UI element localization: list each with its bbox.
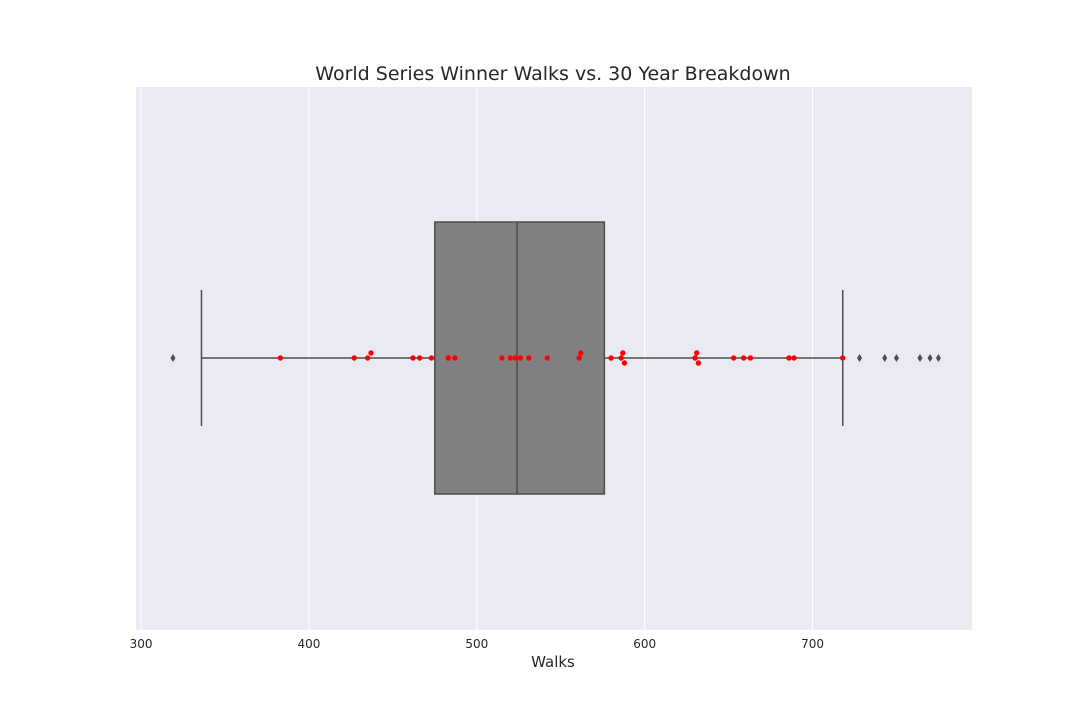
data-point-1 <box>351 355 357 361</box>
data-point-18 <box>618 355 624 361</box>
data-point-8 <box>452 355 458 361</box>
outlier-5 <box>927 354 933 362</box>
outlier-4 <box>917 354 923 362</box>
x-tick-label-700: 700 <box>801 637 824 651</box>
x-tick-label-600: 600 <box>633 637 656 651</box>
outlier-0 <box>170 354 176 362</box>
data-point-21 <box>692 355 698 361</box>
data-point-26 <box>747 355 754 361</box>
outlier-3 <box>893 354 899 362</box>
data-point-16 <box>578 350 584 356</box>
data-point-6 <box>428 355 435 361</box>
data-point-19 <box>620 350 626 356</box>
outlier-1 <box>857 354 863 362</box>
data-point-13 <box>526 355 532 361</box>
data-point-10 <box>507 355 514 361</box>
data-point-28 <box>791 355 797 361</box>
points-group <box>277 350 846 366</box>
outlier-2 <box>882 354 888 362</box>
x-tick-label-500: 500 <box>465 637 488 651</box>
data-point-7 <box>445 355 451 361</box>
data-point-11 <box>512 355 519 361</box>
data-point-22 <box>693 350 700 356</box>
data-point-9 <box>499 355 505 361</box>
data-point-4 <box>410 355 416 361</box>
data-point-29 <box>840 355 846 361</box>
data-point-2 <box>364 355 371 361</box>
outlier-6 <box>935 354 941 362</box>
data-point-25 <box>740 355 747 361</box>
data-point-24 <box>730 355 737 361</box>
x-tick-labels: 300 400 500 600 700 <box>130 637 824 651</box>
data-point-23 <box>695 360 702 366</box>
x-tick-label-400: 400 <box>297 637 320 651</box>
x-tick-label-300: 300 <box>130 637 153 651</box>
data-point-12 <box>517 355 524 361</box>
data-point-0 <box>277 355 284 361</box>
data-point-15 <box>576 355 582 361</box>
chart-title: World Series Winner Walks vs. 30 Year Br… <box>315 63 790 85</box>
data-point-5 <box>417 355 423 361</box>
data-point-17 <box>608 355 614 361</box>
data-point-14 <box>544 355 550 361</box>
data-point-20 <box>621 360 628 366</box>
data-point-27 <box>786 355 792 361</box>
x-axis-label: Walks <box>531 653 575 671</box>
data-point-3 <box>368 350 374 356</box>
